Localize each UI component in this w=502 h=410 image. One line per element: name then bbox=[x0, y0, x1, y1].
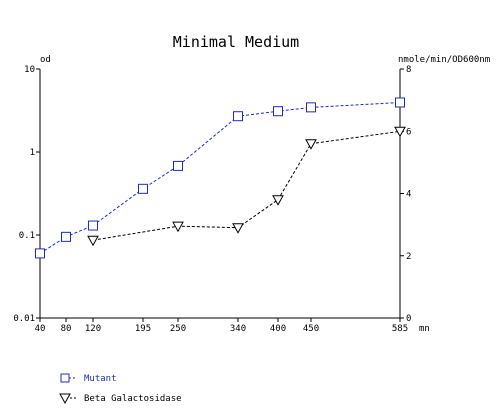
x-tick-label: 250 bbox=[170, 324, 186, 334]
data-point-beta-galactosidase bbox=[272, 195, 284, 206]
x-tick-label: 80 bbox=[61, 324, 72, 334]
left-tick-label: 0.01 bbox=[13, 314, 35, 324]
data-point-beta-galactosidase bbox=[232, 223, 244, 234]
x-unit-label: mn bbox=[419, 324, 430, 334]
left-tick-label: 0.1 bbox=[19, 231, 35, 241]
data-point-mutant bbox=[273, 106, 283, 117]
left-tick-label: 10 bbox=[24, 65, 35, 75]
left-axis-label: od bbox=[40, 55, 51, 65]
legend-label-beta-galactosidase: Beta Galactosidase bbox=[84, 394, 182, 404]
x-tick-label: 400 bbox=[270, 324, 286, 334]
legend-square-marker-icon bbox=[60, 373, 70, 383]
x-axis-ticks: 40 80 120 195 250 340 400 450 585 bbox=[35, 318, 408, 334]
x-tick-label: 120 bbox=[85, 324, 101, 334]
data-point-mutant bbox=[35, 248, 45, 259]
right-tick-label: 0 bbox=[406, 314, 411, 324]
data-point-beta-galactosidase bbox=[172, 221, 184, 233]
legend-triangle-marker-icon bbox=[59, 393, 71, 405]
x-tick-label: 340 bbox=[230, 324, 246, 334]
x-tick-label: 195 bbox=[135, 324, 151, 334]
left-axis-ticks: 10 1 0.1 0.01 bbox=[13, 65, 40, 324]
x-tick-label: 450 bbox=[303, 324, 319, 334]
data-point-mutant bbox=[233, 111, 243, 122]
data-point-mutant bbox=[173, 160, 183, 171]
data-point-mutant bbox=[306, 102, 316, 113]
right-tick-label: 4 bbox=[406, 190, 411, 200]
series-line-beta-galactosidase bbox=[92, 130, 401, 241]
x-tick-label: 585 bbox=[392, 324, 408, 334]
right-tick-label: 2 bbox=[406, 252, 411, 262]
series-line-mutant bbox=[39, 102, 401, 254]
right-tick-label: 6 bbox=[406, 127, 411, 137]
x-tick-label: 40 bbox=[35, 324, 46, 334]
legend-item-mutant: Mutant bbox=[60, 373, 117, 384]
legend: Mutant Beta Galactosidase bbox=[59, 373, 182, 405]
data-point-mutant bbox=[88, 220, 98, 231]
right-tick-label: 8 bbox=[406, 65, 411, 75]
legend-item-beta-galactosidase: Beta Galactosidase bbox=[59, 393, 182, 405]
data-point-beta-galactosidase bbox=[305, 139, 317, 150]
data-point-beta-galactosidase bbox=[87, 235, 99, 247]
data-point-mutant bbox=[61, 231, 71, 242]
chart-title: Minimal Medium bbox=[173, 33, 299, 51]
data-point-beta-galactosidase bbox=[394, 126, 406, 138]
series-layer bbox=[35, 97, 406, 259]
legend-label-mutant: Mutant bbox=[84, 374, 117, 384]
left-tick-label: 1 bbox=[30, 148, 35, 158]
right-axis-label: nmole/min/OD600nm bbox=[398, 55, 490, 65]
data-point-mutant bbox=[395, 97, 405, 108]
data-point-mutant bbox=[138, 183, 148, 194]
